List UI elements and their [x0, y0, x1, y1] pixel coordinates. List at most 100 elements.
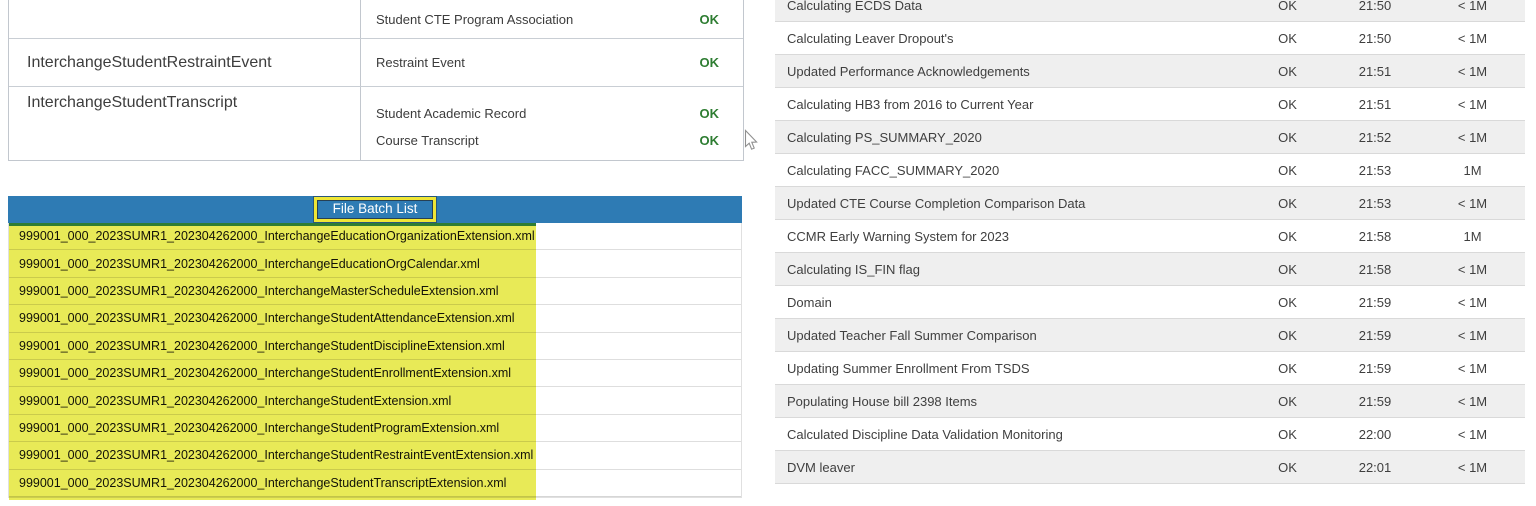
job-time: 21:52: [1358, 129, 1392, 145]
status-ok-badge: OK: [699, 133, 720, 148]
job-duration: < 1M: [1457, 129, 1488, 145]
job-status: OK: [1278, 63, 1297, 79]
file-row[interactable]: 999001_000_2023SUMR1_202304262000_Interc…: [9, 415, 741, 443]
job-task: CCMR Early Warning System for 2023: [787, 228, 1010, 244]
file-batch-list: 999001_000_2023SUMR1_202304262000_Interc…: [8, 223, 742, 498]
job-row[interactable]: Updated Performance Acknowledgements OK …: [775, 55, 1525, 88]
job-duration: < 1M: [1457, 327, 1488, 343]
job-status-table: Calculating ECDS Data OK 21:50 < 1M Calc…: [775, 0, 1525, 484]
file-row[interactable]: 999001_000_2023SUMR1_202304262000_Interc…: [9, 360, 741, 388]
interchange-entry-label: Student CTE Program Association: [376, 11, 574, 27]
file-batch-title: File Batch List: [332, 201, 418, 216]
job-task: DVM leaver: [787, 459, 855, 475]
job-time: 21:51: [1358, 63, 1392, 79]
interchange-entries: Student CTE Program Association OK: [361, 0, 743, 38]
job-time: 21:58: [1358, 228, 1392, 244]
job-time: 21:59: [1358, 393, 1392, 409]
job-row[interactable]: Calculating Leaver Dropout's OK 21:50 < …: [775, 22, 1525, 55]
interchange-entry-label: Course Transcript: [376, 133, 479, 148]
file-row[interactable]: 999001_000_2023SUMR1_202304262000_Interc…: [9, 333, 741, 360]
file-row[interactable]: 999001_000_2023SUMR1_202304262000_Interc…: [9, 278, 741, 306]
job-status: OK: [1278, 261, 1297, 277]
interchange-row[interactable]: InterchangeStudentRestraintEvent Restrai…: [9, 38, 743, 86]
interchange-name: [9, 0, 361, 38]
job-time: 21:53: [1358, 195, 1392, 211]
job-time: 22:01: [1358, 459, 1392, 475]
job-task: Populating House bill 2398 Items: [787, 393, 978, 409]
job-time: 21:59: [1358, 327, 1392, 343]
job-status: OK: [1278, 0, 1297, 13]
job-duration: < 1M: [1457, 30, 1488, 46]
job-time: 21:51: [1358, 96, 1392, 112]
file-row[interactable]: 999001_000_2023SUMR1_202304262000_Interc…: [9, 442, 741, 470]
file-name: 999001_000_2023SUMR1_202304262000_Interc…: [19, 256, 480, 271]
interchange-entry: Student CTE Program Association OK: [361, 4, 743, 34]
job-duration: < 1M: [1457, 459, 1488, 475]
job-status: OK: [1278, 96, 1297, 112]
interchange-row[interactable]: Student CTE Program Association OK: [9, 0, 743, 38]
job-row[interactable]: Calculating FACC_SUMMARY_2020 OK 21:53 1…: [775, 154, 1525, 187]
file-name: 999001_000_2023SUMR1_202304262000_Interc…: [19, 448, 534, 463]
job-duration: 1M: [1463, 228, 1482, 244]
job-time: 21:50: [1358, 30, 1392, 46]
job-row[interactable]: CCMR Early Warning System for 2023 OK 21…: [775, 220, 1525, 253]
job-duration: < 1M: [1457, 195, 1488, 211]
job-duration: < 1M: [1457, 294, 1488, 310]
job-task: Updated CTE Course Completion Comparison…: [787, 195, 1086, 211]
job-status: OK: [1278, 459, 1297, 475]
job-duration: < 1M: [1457, 360, 1488, 376]
job-status: OK: [1278, 228, 1297, 244]
job-row[interactable]: Updating Summer Enrollment From TSDS OK …: [775, 352, 1525, 385]
job-task: Calculating Leaver Dropout's: [787, 30, 954, 46]
job-duration: < 1M: [1457, 261, 1488, 277]
job-task: Calculating FACC_SUMMARY_2020: [787, 162, 1000, 178]
job-status: OK: [1278, 129, 1297, 145]
file-row[interactable]: 999001_000_2023SUMR1_202304262000_Interc…: [9, 223, 741, 251]
job-task: Calculating IS_FIN flag: [787, 261, 920, 277]
interchange-status-table: Student CTE Program Association OK Inter…: [8, 0, 744, 161]
interchange-entry: Restraint Event OK: [361, 49, 743, 76]
job-row[interactable]: Calculated Discipline Data Validation Mo…: [775, 418, 1525, 451]
job-task: Calculating ECDS Data: [787, 0, 923, 13]
job-row[interactable]: Calculating PS_SUMMARY_2020 OK 21:52 < 1…: [775, 121, 1525, 154]
status-ok-badge: OK: [699, 11, 720, 27]
file-row[interactable]: 999001_000_2023SUMR1_202304262000_Interc…: [9, 250, 741, 278]
file-name: 999001_000_2023SUMR1_202304262000_Interc…: [19, 420, 500, 435]
job-duration: < 1M: [1457, 426, 1488, 442]
job-row[interactable]: Updated Teacher Fall Summer Comparison O…: [775, 319, 1525, 352]
job-row[interactable]: Calculating HB3 from 2016 to Current Yea…: [775, 88, 1525, 121]
job-row[interactable]: Calculating ECDS Data OK 21:50 < 1M: [775, 0, 1525, 22]
file-row[interactable]: 999001_000_2023SUMR1_202304262000_Interc…: [9, 470, 741, 497]
file-row[interactable]: 999001_000_2023SUMR1_202304262000_Interc…: [9, 387, 741, 415]
interchange-name: InterchangeStudentRestraintEvent: [9, 39, 361, 86]
interchange-entry: Student Academic Record OK: [361, 100, 743, 127]
job-status: OK: [1278, 162, 1297, 178]
job-duration: < 1M: [1457, 63, 1488, 79]
file-row[interactable]: 999001_000_2023SUMR1_202304262000_Interc…: [9, 305, 741, 333]
job-row[interactable]: Updated CTE Course Completion Comparison…: [775, 187, 1525, 220]
interchange-entry-label: Restraint Event: [376, 55, 465, 70]
interchange-row[interactable]: InterchangeStudentTranscript Student Aca…: [9, 86, 743, 160]
job-status: OK: [1278, 426, 1297, 442]
job-task: Calculated Discipline Data Validation Mo…: [787, 426, 1063, 442]
job-duration: < 1M: [1457, 393, 1488, 409]
job-duration: < 1M: [1457, 0, 1488, 13]
job-status: OK: [1278, 393, 1297, 409]
interchange-name: InterchangeStudentTranscript: [9, 87, 361, 160]
interchange-entries: Student Academic Record OK Course Transc…: [361, 87, 743, 160]
file-name: 999001_000_2023SUMR1_202304262000_Interc…: [19, 393, 452, 408]
job-status: OK: [1278, 360, 1297, 376]
status-ok-badge: OK: [699, 106, 720, 121]
file-name: 999001_000_2023SUMR1_202304262000_Interc…: [19, 366, 512, 381]
file-name: 999001_000_2023SUMR1_202304262000_Interc…: [19, 311, 515, 326]
job-row[interactable]: Calculating IS_FIN flag OK 21:58 < 1M: [775, 253, 1525, 286]
job-status: OK: [1278, 294, 1297, 310]
job-status: OK: [1278, 327, 1297, 343]
job-row[interactable]: Populating House bill 2398 Items OK 21:5…: [775, 385, 1525, 418]
job-duration: 1M: [1463, 162, 1482, 178]
interchange-entries: Restraint Event OK: [361, 39, 743, 86]
job-task: Domain: [787, 294, 832, 310]
job-row[interactable]: Domain OK 21:59 < 1M: [775, 286, 1525, 319]
job-row[interactable]: DVM leaver OK 22:01 < 1M: [775, 451, 1525, 484]
